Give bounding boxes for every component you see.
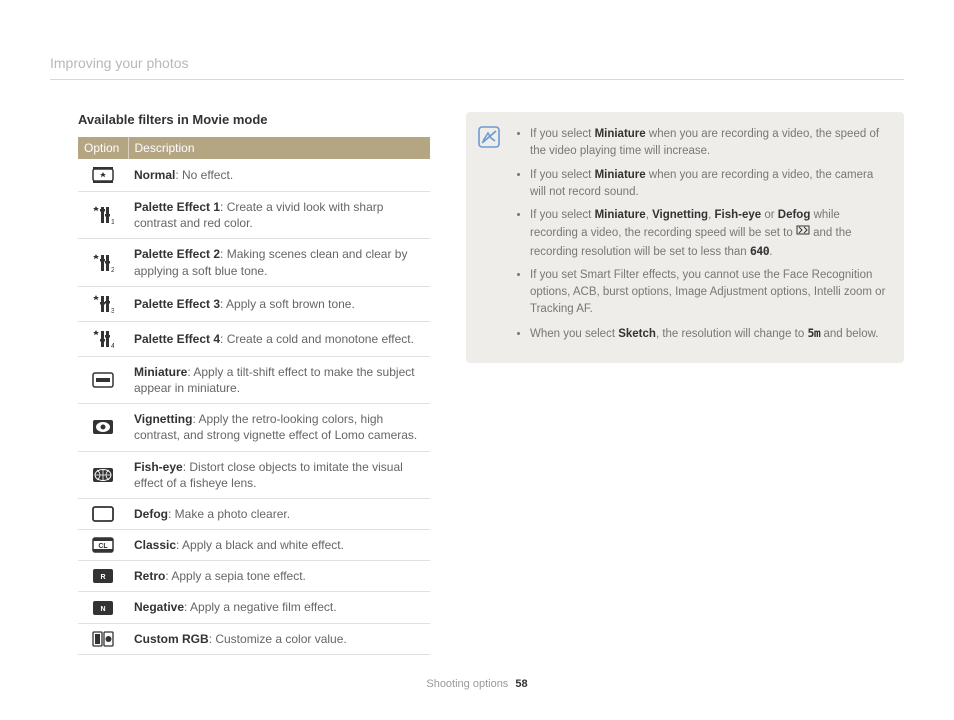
section-title: Available filters in Movie mode <box>78 112 430 127</box>
svg-text:1: 1 <box>111 219 114 225</box>
filter-description: Miniature: Apply a tilt-shift effect to … <box>128 356 430 403</box>
table-row: Miniature: Apply a tilt-shift effect to … <box>78 356 430 403</box>
filter-icon <box>78 451 128 498</box>
filter-description: Palette Effect 3: Apply a soft brown ton… <box>128 286 430 321</box>
svg-text:CL: CL <box>98 543 108 550</box>
filter-description: Custom RGB: Customize a color value. <box>128 623 430 654</box>
table-row: CL Classic: Apply a black and white effec… <box>78 530 430 561</box>
svg-text:R: R <box>100 574 105 581</box>
table-row: Custom RGB: Customize a color value. <box>78 623 430 654</box>
footer-page-number: 58 <box>515 678 527 690</box>
footer-section: Shooting options <box>426 678 508 690</box>
note-icon <box>478 126 502 349</box>
filter-description: Palette Effect 1: Create a vivid look wi… <box>128 192 430 239</box>
filter-icon: N <box>78 592 128 623</box>
note-item: If you set Smart Filter effects, you can… <box>530 267 886 319</box>
table-row: 4 Palette Effect 4: Create a cold and mon… <box>78 321 430 356</box>
filter-icon <box>78 356 128 403</box>
filter-icon <box>78 404 128 451</box>
filter-icon: 1 <box>78 192 128 239</box>
filter-description: Fish-eye: Distort close objects to imita… <box>128 451 430 498</box>
table-row: Defog: Make a photo clearer. <box>78 498 430 529</box>
right-column: If you select Miniature when you are rec… <box>466 112 904 655</box>
table-row: Vignetting: Apply the retro-looking colo… <box>78 404 430 451</box>
th-description: Description <box>128 137 430 159</box>
filter-icon <box>78 159 128 192</box>
filter-icon <box>78 498 128 529</box>
filter-icon: 2 <box>78 239 128 286</box>
svg-text:N: N <box>100 606 105 613</box>
th-option: Option <box>78 137 128 159</box>
note-item: If you select Miniature when you are rec… <box>530 167 886 202</box>
filter-icon <box>78 623 128 654</box>
filter-description: Normal: No effect. <box>128 159 430 192</box>
note-item: If you select Miniature when you are rec… <box>530 126 886 161</box>
table-row: 3 Palette Effect 3: Apply a soft brown to… <box>78 286 430 321</box>
notes-list: If you select Miniature when you are rec… <box>514 126 886 349</box>
svg-text:3: 3 <box>111 308 114 314</box>
svg-text:4: 4 <box>111 343 114 349</box>
footer: Shooting options 58 <box>0 678 954 690</box>
breadcrumb: Improving your photos <box>50 55 904 80</box>
filter-icon: 4 <box>78 321 128 356</box>
table-row: R Retro: Apply a sepia tone effect. <box>78 561 430 592</box>
table-row: Fish-eye: Distort close objects to imita… <box>78 451 430 498</box>
filter-description: Defog: Make a photo clearer. <box>128 498 430 529</box>
filter-description: Negative: Apply a negative film effect. <box>128 592 430 623</box>
left-column: Available filters in Movie mode Option D… <box>50 112 430 655</box>
note-item: When you select Sketch, the resolution w… <box>530 325 886 343</box>
filter-icon: 3 <box>78 286 128 321</box>
filter-icon: CL <box>78 530 128 561</box>
note-item: If you select Miniature, Vignetting, Fis… <box>530 207 886 261</box>
table-row: 2 Palette Effect 2: Making scenes clean a… <box>78 239 430 286</box>
table-row: 1 Palette Effect 1: Create a vivid look w… <box>78 192 430 239</box>
svg-text:2: 2 <box>111 267 114 273</box>
note-box: If you select Miniature when you are rec… <box>466 112 904 363</box>
filter-description: Retro: Apply a sepia tone effect. <box>128 561 430 592</box>
filter-icon: R <box>78 561 128 592</box>
filter-description: Palette Effect 4: Create a cold and mono… <box>128 321 430 356</box>
table-row: N Negative: Apply a negative film effect. <box>78 592 430 623</box>
filters-table: Option Description Normal: No effect. 1 Pa… <box>78 137 430 655</box>
filter-description: Palette Effect 2: Making scenes clean an… <box>128 239 430 286</box>
table-row: Normal: No effect. <box>78 159 430 192</box>
filter-description: Classic: Apply a black and white effect. <box>128 530 430 561</box>
filter-description: Vignetting: Apply the retro-looking colo… <box>128 404 430 451</box>
